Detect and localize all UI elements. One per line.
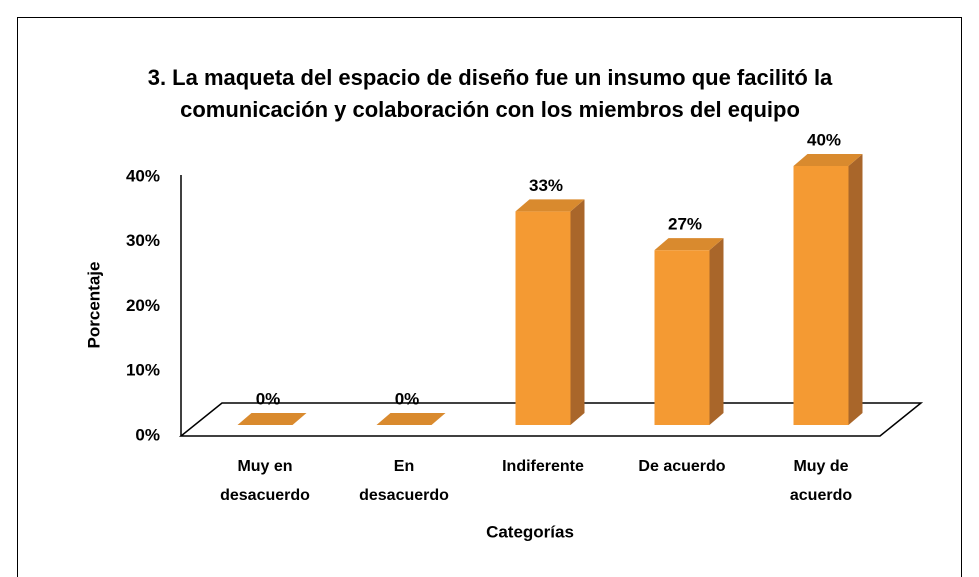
y-tick-label: 40% bbox=[126, 166, 160, 185]
bar bbox=[515, 211, 571, 425]
bar-side bbox=[709, 238, 724, 425]
x-tick-label: Muy de acuerdo bbox=[789, 458, 853, 504]
chart-title: 3. La maqueta del espacio de diseño fue … bbox=[147, 65, 833, 122]
bar-side bbox=[570, 199, 585, 425]
y-tick-label: 10% bbox=[126, 361, 160, 380]
value-label: 0% bbox=[256, 389, 281, 408]
y-tick-label: 20% bbox=[126, 296, 160, 315]
value-label: 33% bbox=[529, 176, 563, 195]
value-label: 27% bbox=[668, 215, 702, 234]
y-tick-label: 0% bbox=[135, 425, 160, 444]
value-label: 0% bbox=[395, 389, 420, 408]
bar-top bbox=[793, 154, 863, 166]
bar-top bbox=[654, 238, 724, 251]
bar-top bbox=[376, 413, 446, 425]
chart-border bbox=[17, 17, 962, 577]
bar bbox=[654, 250, 710, 425]
value-label: 40% bbox=[807, 130, 841, 149]
x-tick-label: Indiferente bbox=[502, 458, 584, 475]
y-axis-title: Porcentaje bbox=[84, 262, 103, 349]
bar-top bbox=[515, 199, 585, 212]
x-axis-title: Categorías bbox=[486, 522, 574, 541]
bar-top bbox=[237, 413, 307, 425]
x-tick-label: De acuerdo bbox=[638, 458, 726, 475]
x-tick-label: En desacuerdo bbox=[359, 458, 449, 504]
x-tick-label: Muy en desacuerdo bbox=[220, 458, 310, 504]
bar bbox=[793, 166, 849, 425]
bar-side bbox=[848, 154, 863, 425]
y-tick-label: 30% bbox=[126, 231, 160, 250]
